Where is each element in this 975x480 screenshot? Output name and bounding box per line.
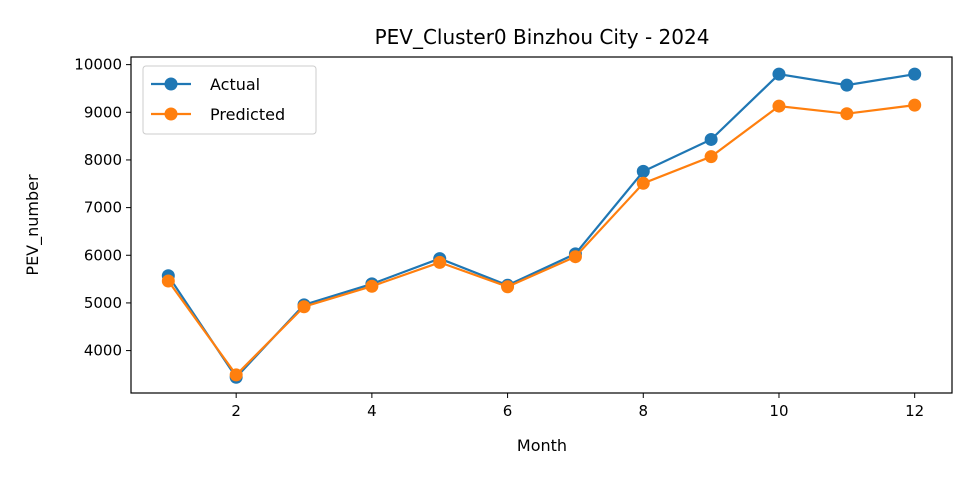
legend-label-actual: Actual bbox=[210, 75, 260, 94]
data-point-predicted bbox=[433, 255, 447, 269]
series-layer bbox=[161, 67, 922, 384]
y-tick-label: 4000 bbox=[84, 342, 122, 360]
data-point-actual bbox=[636, 164, 650, 178]
data-point-predicted bbox=[772, 99, 786, 113]
y-tick-label: 5000 bbox=[84, 294, 122, 312]
data-point-actual bbox=[704, 132, 718, 146]
data-point-actual bbox=[908, 67, 922, 81]
y-tick-label: 9000 bbox=[84, 103, 122, 121]
x-tick-label: 6 bbox=[503, 402, 513, 420]
chart-title: PEV_Cluster0 Binzhou City - 2024 bbox=[375, 25, 710, 49]
series-line-predicted bbox=[167, 104, 915, 377]
x-tick-label: 2 bbox=[231, 402, 241, 420]
y-tick-label: 8000 bbox=[84, 151, 122, 169]
y-axis: 4000 5000 6000 7000 8000 9000 10000 bbox=[74, 56, 131, 360]
legend-label-predicted: Predicted bbox=[210, 105, 285, 124]
legend-marker-actual bbox=[164, 77, 178, 91]
plot-area-frame bbox=[130, 56, 953, 394]
data-point-predicted bbox=[161, 274, 175, 288]
data-point-predicted bbox=[840, 107, 854, 121]
data-point-predicted bbox=[229, 368, 243, 382]
y-tick-label: 6000 bbox=[84, 246, 122, 264]
x-tick-label: 10 bbox=[769, 402, 788, 420]
data-point-predicted bbox=[297, 300, 311, 314]
legend-marker-predicted bbox=[164, 107, 178, 121]
legend: Actual Predicted bbox=[142, 65, 317, 135]
x-tick-label: 8 bbox=[639, 402, 649, 420]
data-point-actual bbox=[772, 67, 786, 81]
data-point-predicted bbox=[704, 150, 718, 164]
data-point-actual bbox=[840, 78, 854, 92]
data-point-predicted bbox=[365, 279, 379, 293]
data-point-predicted bbox=[908, 98, 922, 112]
data-point-predicted bbox=[501, 280, 515, 294]
y-tick-label: 10000 bbox=[74, 56, 122, 74]
x-axis: 2 4 6 8 10 12 bbox=[231, 393, 924, 420]
x-axis-label: Month bbox=[517, 436, 567, 455]
data-point-predicted bbox=[568, 250, 582, 264]
x-tick-label: 12 bbox=[905, 402, 924, 420]
y-axis-label: PEV_number bbox=[23, 174, 43, 276]
y-tick-label: 7000 bbox=[84, 199, 122, 217]
data-point-predicted bbox=[636, 176, 650, 190]
x-tick-label: 4 bbox=[367, 402, 377, 420]
